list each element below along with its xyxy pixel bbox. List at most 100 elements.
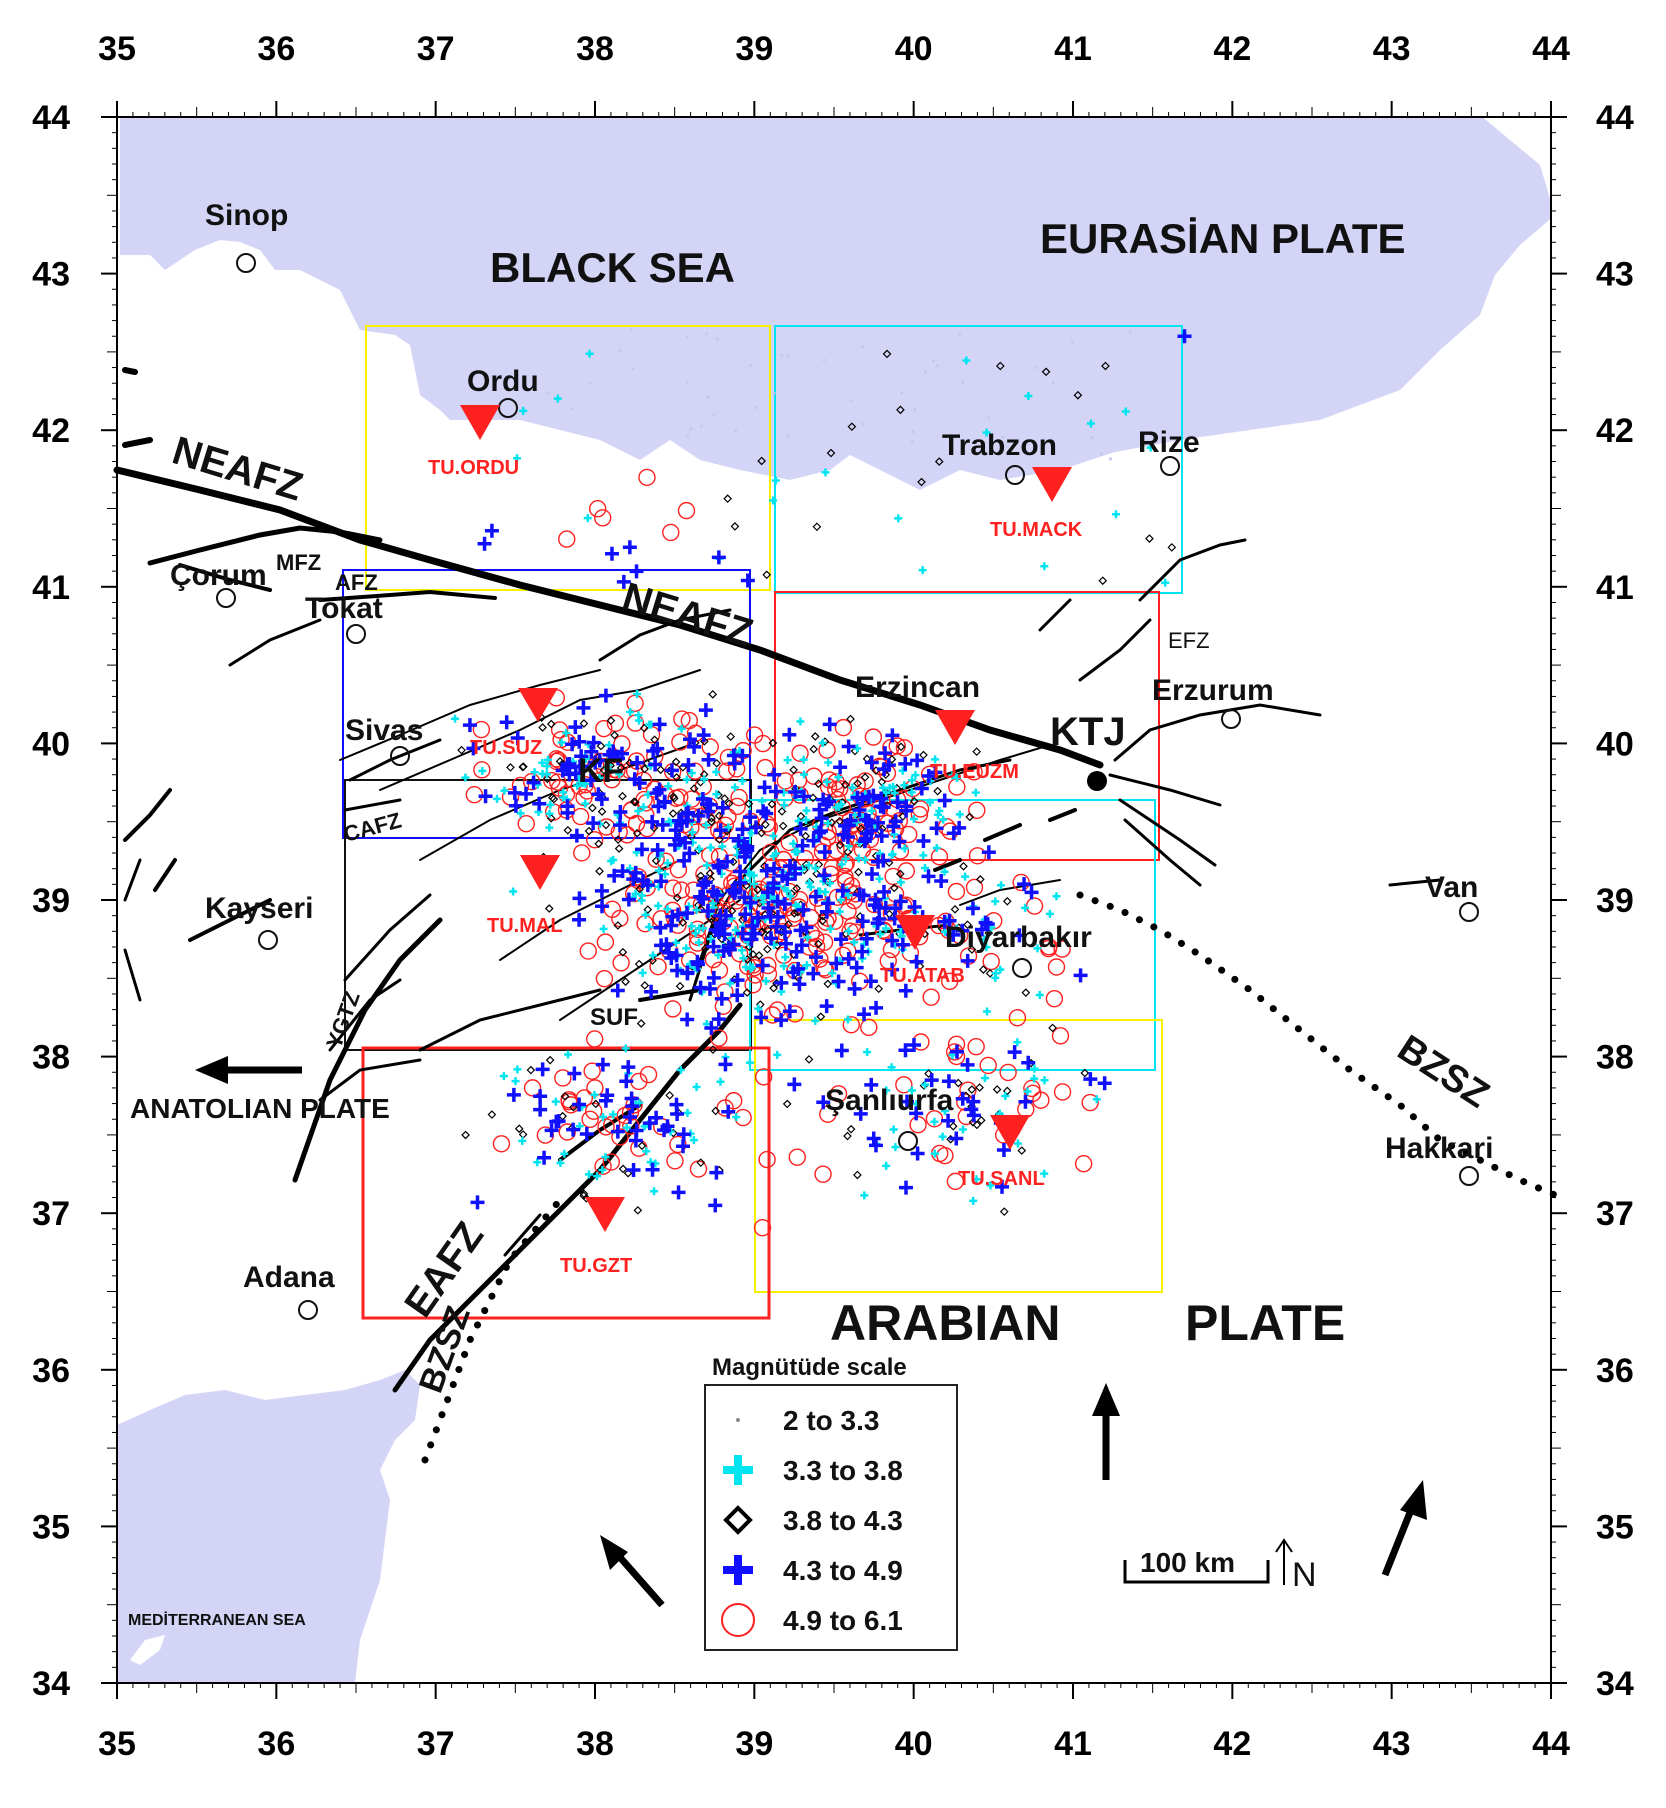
scale-bar: 100 km N <box>1123 1538 1317 1594</box>
earthquake-diamond <box>618 947 628 957</box>
earthquake-cyan <box>882 1086 891 1095</box>
earthquake-blue <box>833 932 848 947</box>
earthquake-small <box>753 406 757 410</box>
earthquake-cyan <box>741 963 750 972</box>
earthquake-cyan <box>538 769 547 778</box>
axis-labels: 35 35 36 36 37 37 38 38 39 39 40 40 41 41 42 42 43 43 44 44… <box>32 30 1634 1763</box>
earthquake-blue <box>535 1062 550 1077</box>
station-suz-triangle <box>518 688 558 722</box>
station-ordu-triangle <box>460 405 500 440</box>
earthquake-red <box>596 933 615 951</box>
earthquake-cyan <box>931 755 940 764</box>
earthquake-blue <box>885 728 900 743</box>
earthquake-cyan <box>875 874 884 883</box>
earthquake-diamond <box>814 779 823 789</box>
earthquake-red <box>763 858 781 876</box>
fault-label-efz: EFZ <box>1168 628 1210 653</box>
earthquake-diamond <box>643 905 653 914</box>
earthquake-blue <box>788 866 803 881</box>
earthquake-blue <box>841 739 856 754</box>
earthquake-diamond <box>959 861 968 871</box>
earthquake-cyan <box>564 1050 573 1059</box>
earthquake-blue <box>595 1057 610 1072</box>
earthquake-blue <box>759 806 774 821</box>
earthquake-blue <box>727 756 742 771</box>
earthquake-red <box>730 788 748 807</box>
earthquake-cyan <box>654 901 663 910</box>
earthquake-blue <box>560 757 575 772</box>
earthquake-cyan <box>682 775 691 784</box>
earthquake-blue <box>774 975 789 990</box>
earthquake-blue <box>863 974 878 989</box>
earthquake-blue <box>668 823 683 838</box>
earthquake-cyan <box>599 1112 608 1121</box>
earthquake-cyan <box>1021 903 1030 912</box>
earthquake-cyan <box>706 935 715 944</box>
earthquake-diamond <box>744 799 754 809</box>
earthquake-diamond <box>995 361 1005 371</box>
earthquake-cyan <box>615 770 624 779</box>
earthquake-blue <box>696 878 711 893</box>
city-label-corum: Çorum <box>170 559 267 592</box>
earthquake-cyan <box>771 849 780 858</box>
earthquake-cyan <box>641 910 650 919</box>
earthquake-diamond <box>672 773 681 782</box>
earthquake-blue <box>696 891 711 906</box>
earthquake-red <box>909 1116 927 1134</box>
earthquake-small <box>570 407 574 411</box>
earthquake-cyan <box>804 861 813 870</box>
earthquake-small <box>588 381 592 385</box>
frame-ticks <box>101 101 1567 1699</box>
earthquake-cyan <box>935 806 944 815</box>
earthquake-blue <box>478 789 493 804</box>
earthquake-blue <box>676 1127 691 1142</box>
earthquake-diamond <box>895 869 905 879</box>
earthquake-blue <box>477 536 492 551</box>
earthquake-blue <box>693 980 708 995</box>
earthquake-small <box>699 424 703 429</box>
earthquake-diamond <box>634 959 644 969</box>
earthquake-red <box>979 1056 997 1075</box>
earthquake-blue <box>683 732 698 747</box>
earthquake-red <box>965 763 983 781</box>
earthquake-blue <box>598 688 613 703</box>
earthquake-blue <box>966 1108 981 1123</box>
earthquake-small <box>1099 452 1104 456</box>
earthquake-blue <box>735 822 750 837</box>
earthquake-blue <box>567 1066 582 1081</box>
earthquake-cyan <box>639 803 648 812</box>
earthquake-cyan <box>828 969 837 978</box>
earthquake-red <box>925 1110 944 1128</box>
earthquake-cyan <box>646 1158 655 1167</box>
earthquake-blue <box>929 821 944 836</box>
earthquake-cyan <box>1013 1139 1022 1148</box>
earthquake-cyan <box>716 1077 725 1086</box>
left-lat-tick-label: 40 <box>32 725 70 763</box>
earthquake-diamond <box>588 803 597 813</box>
city-marker-sivas <box>390 746 410 766</box>
earthquake-diamond <box>1167 543 1177 552</box>
earthquake-red <box>602 1153 620 1171</box>
earthquake-red <box>664 1000 682 1018</box>
earthquake-blue <box>833 760 848 775</box>
earthquake-blue <box>946 927 961 942</box>
earthquake-red <box>583 1062 601 1080</box>
earthquake-cyan <box>492 794 501 803</box>
earthquake-blue <box>877 762 892 777</box>
earthquake-blue <box>519 786 534 801</box>
city-label-trabzon: Trabzon <box>942 429 1057 462</box>
city-label-sanliurfa: Şanlıurfa <box>825 1084 954 1117</box>
earthquake-blue <box>572 891 587 906</box>
earthquake-cyan <box>461 773 470 782</box>
earthquake-cyan <box>739 954 748 963</box>
earthquake-red <box>946 1172 965 1191</box>
earthquake-cyan <box>749 871 758 880</box>
earthquake-red <box>688 934 707 952</box>
neafz-fault <box>113 466 1104 769</box>
earthquake-cyan <box>982 943 991 952</box>
earthquake-cyan <box>694 938 703 947</box>
earthquake-blue <box>533 1089 548 1104</box>
earthquake-cyan <box>907 776 916 785</box>
earthquake-small <box>685 380 689 384</box>
earthquake-small <box>1128 329 1132 334</box>
